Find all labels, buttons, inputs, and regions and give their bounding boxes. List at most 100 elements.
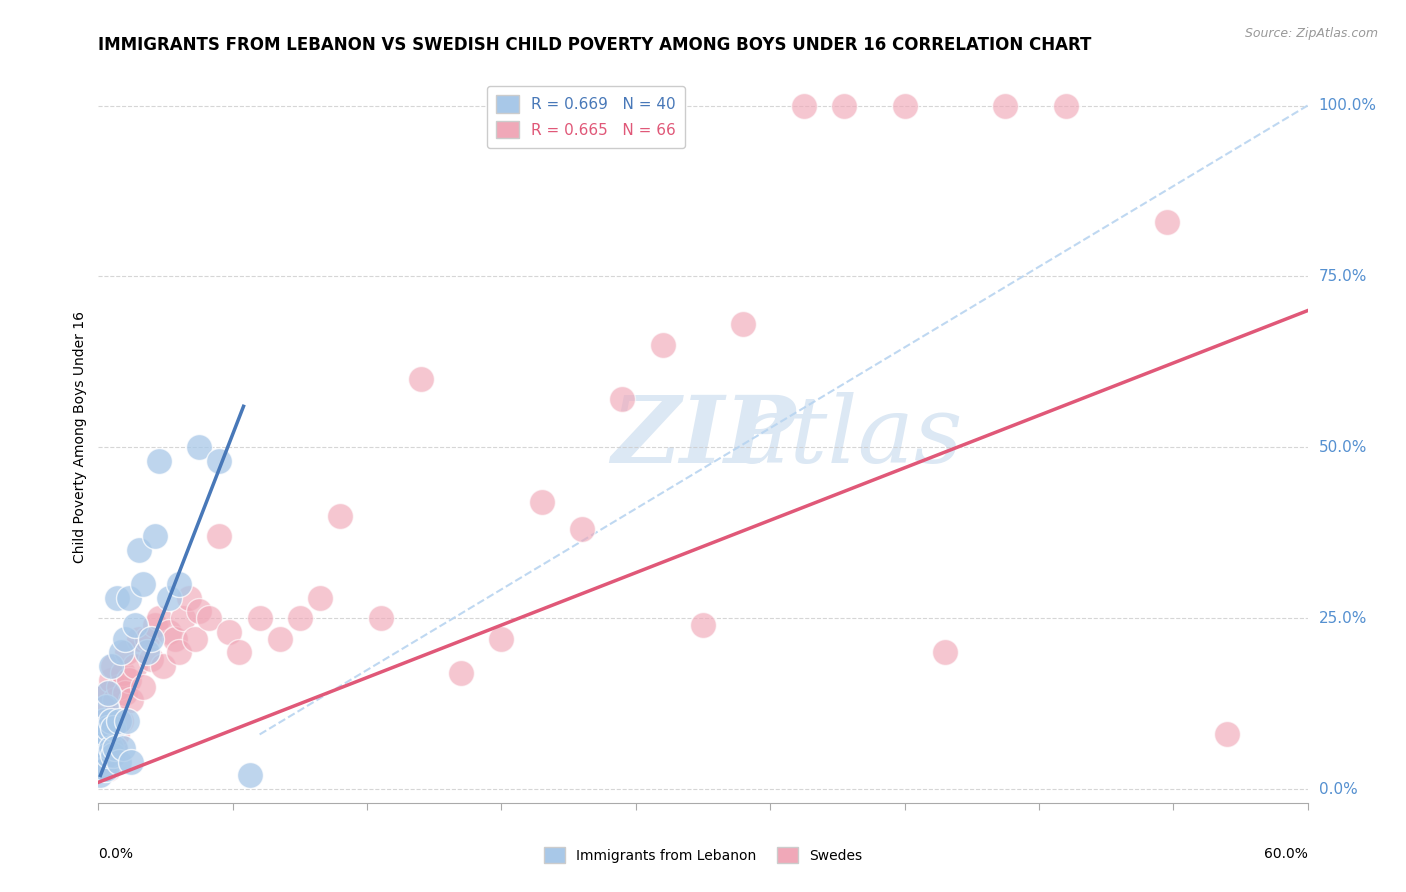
Point xyxy=(188,440,211,454)
Point xyxy=(110,645,132,659)
Point xyxy=(163,632,186,646)
Point xyxy=(97,762,120,776)
Point xyxy=(89,741,111,756)
Point xyxy=(409,372,432,386)
Point xyxy=(135,632,157,646)
Point xyxy=(269,632,291,646)
Point xyxy=(893,98,915,112)
Point xyxy=(100,659,122,673)
Point xyxy=(132,577,155,591)
Point xyxy=(143,529,166,543)
Point xyxy=(114,632,136,646)
Point xyxy=(491,632,513,646)
Point xyxy=(124,618,146,632)
Point xyxy=(148,611,170,625)
Point xyxy=(101,747,124,762)
Point xyxy=(157,624,180,639)
Point xyxy=(93,714,115,728)
Point xyxy=(103,741,125,756)
Point xyxy=(91,755,114,769)
Point xyxy=(97,686,120,700)
Point xyxy=(97,686,120,700)
Point xyxy=(370,611,392,625)
Point xyxy=(1216,727,1239,741)
Point xyxy=(118,673,141,687)
Text: atlas: atlas xyxy=(734,392,963,482)
Point xyxy=(651,338,673,352)
Point xyxy=(93,741,115,756)
Point xyxy=(208,529,231,543)
Point xyxy=(135,645,157,659)
Point xyxy=(128,542,150,557)
Point xyxy=(89,768,111,782)
Point xyxy=(91,700,114,714)
Point xyxy=(139,632,162,646)
Point xyxy=(239,768,262,782)
Point xyxy=(124,659,146,673)
Text: 0.0%: 0.0% xyxy=(98,847,134,861)
Point xyxy=(101,659,124,673)
Point xyxy=(152,659,174,673)
Point xyxy=(96,755,118,769)
Point xyxy=(111,665,134,680)
Point xyxy=(167,577,190,591)
Point xyxy=(143,618,166,632)
Point xyxy=(172,611,194,625)
Point xyxy=(329,508,352,523)
Point xyxy=(101,747,124,762)
Point xyxy=(832,98,855,112)
Point xyxy=(934,645,956,659)
Point xyxy=(132,680,155,694)
Legend: Immigrants from Lebanon, Swedes: Immigrants from Lebanon, Swedes xyxy=(538,842,868,869)
Point xyxy=(120,755,142,769)
Point xyxy=(93,762,115,776)
Point xyxy=(105,727,128,741)
Point xyxy=(114,686,136,700)
Text: 100.0%: 100.0% xyxy=(1319,98,1376,113)
Point xyxy=(157,591,180,605)
Point xyxy=(228,645,250,659)
Point xyxy=(692,618,714,632)
Point xyxy=(530,495,553,509)
Point xyxy=(120,693,142,707)
Point xyxy=(249,611,271,625)
Text: IMMIGRANTS FROM LEBANON VS SWEDISH CHILD POVERTY AMONG BOYS UNDER 16 CORRELATION: IMMIGRANTS FROM LEBANON VS SWEDISH CHILD… xyxy=(98,36,1092,54)
Text: 50.0%: 50.0% xyxy=(1319,440,1367,455)
Point xyxy=(198,611,221,625)
Point xyxy=(97,747,120,762)
Point xyxy=(450,665,472,680)
Point xyxy=(571,522,593,536)
Point xyxy=(100,714,122,728)
Point xyxy=(994,98,1017,112)
Point xyxy=(96,727,118,741)
Text: 60.0%: 60.0% xyxy=(1264,847,1308,861)
Point xyxy=(218,624,240,639)
Point xyxy=(105,591,128,605)
Point xyxy=(89,727,111,741)
Point xyxy=(96,700,118,714)
Point xyxy=(91,727,114,741)
Point xyxy=(115,645,138,659)
Point xyxy=(100,673,122,687)
Point xyxy=(107,755,129,769)
Point xyxy=(100,741,122,756)
Point xyxy=(103,693,125,707)
Point xyxy=(793,98,815,112)
Point xyxy=(1054,98,1077,112)
Text: Source: ZipAtlas.com: Source: ZipAtlas.com xyxy=(1244,27,1378,40)
Point xyxy=(167,645,190,659)
Point xyxy=(118,591,141,605)
Point xyxy=(110,714,132,728)
Point xyxy=(139,652,162,666)
Point xyxy=(115,714,138,728)
Point xyxy=(93,714,115,728)
Point xyxy=(177,591,201,605)
Point xyxy=(100,734,122,748)
Point xyxy=(128,632,150,646)
Text: 0.0%: 0.0% xyxy=(1319,781,1357,797)
Point xyxy=(612,392,634,407)
Point xyxy=(1156,215,1178,229)
Point xyxy=(96,762,118,776)
Point xyxy=(101,721,124,735)
Text: ZIP: ZIP xyxy=(610,392,796,482)
